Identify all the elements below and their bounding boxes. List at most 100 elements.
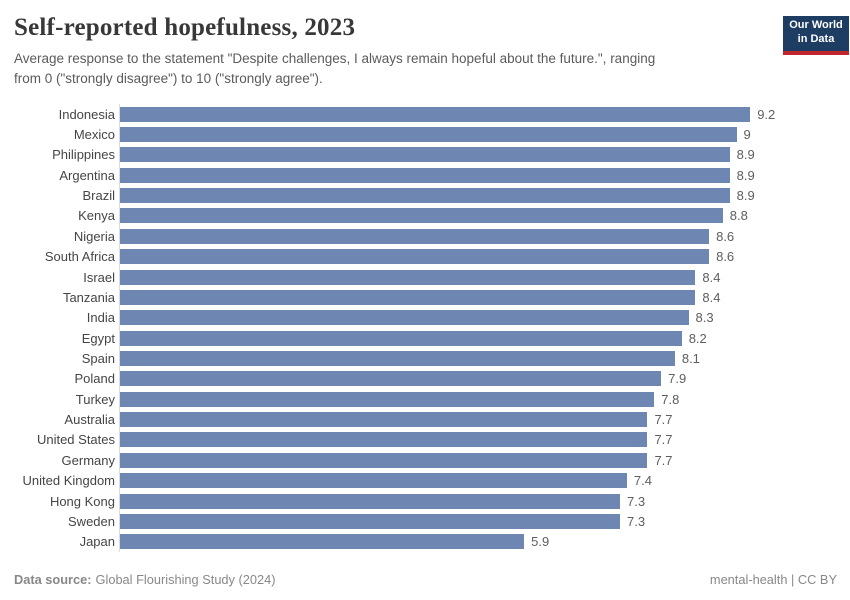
- bar-track: 7.3: [119, 511, 850, 532]
- chart-row: Brazil 8.9: [0, 185, 850, 206]
- bar[interactable]: [120, 452, 648, 468]
- chart-row: Germany 7.7: [0, 450, 850, 471]
- bar[interactable]: [120, 106, 751, 122]
- value-label: 5.9: [531, 534, 550, 550]
- value-label: 8.1: [681, 350, 700, 366]
- country-label[interactable]: Egypt: [81, 330, 115, 346]
- bar[interactable]: [120, 513, 621, 529]
- country-label[interactable]: Sweden: [68, 513, 115, 529]
- value-label: 9.2: [757, 106, 776, 122]
- bar[interactable]: [120, 412, 648, 428]
- chart-row: Hong Kong 7.3: [0, 490, 850, 512]
- bar[interactable]: [120, 269, 696, 285]
- value-label: 7.7: [654, 412, 673, 428]
- chart-row: India 8.3: [0, 307, 850, 328]
- bar-track: 8.6: [119, 226, 850, 247]
- bar-track: 8.4: [119, 266, 850, 288]
- chart-row: Philippines 8.9: [0, 144, 850, 166]
- owid-logo-line-2: in Data: [797, 32, 835, 45]
- country-label[interactable]: Philippines: [52, 147, 115, 163]
- bar[interactable]: [120, 289, 696, 305]
- chart-row: Poland 7.9: [0, 368, 850, 390]
- chart-row: United Kingdom 7.4: [0, 470, 850, 491]
- bar-track: 5.9: [119, 531, 850, 552]
- value-label: 9: [743, 127, 751, 143]
- chart-row: Argentina 8.9: [0, 165, 850, 186]
- value-label: 8.3: [695, 310, 714, 326]
- value-label: 8.8: [729, 208, 748, 224]
- bar[interactable]: [120, 167, 730, 183]
- bar-track: 7.9: [119, 368, 850, 390]
- bar-track: 8.3: [119, 307, 850, 328]
- country-label[interactable]: Spain: [81, 350, 115, 366]
- bar[interactable]: [120, 249, 710, 265]
- bar-track: 8.8: [119, 205, 850, 227]
- chart-row: United States 7.7: [0, 429, 850, 451]
- value-label: 8.6: [716, 228, 735, 244]
- value-label: 7.3: [627, 513, 646, 529]
- bar[interactable]: [120, 330, 682, 346]
- value-label: 8.9: [736, 188, 755, 204]
- bar[interactable]: [120, 208, 723, 224]
- bar[interactable]: [120, 473, 627, 489]
- chart-row: Egypt 8.2: [0, 327, 850, 349]
- country-label[interactable]: Nigeria: [73, 228, 115, 244]
- data-source: Data source: Global Flourishing Study (20…: [14, 572, 276, 587]
- chart-row: Turkey 7.8: [0, 389, 850, 410]
- country-label[interactable]: South Africa: [44, 249, 115, 265]
- chart-subtitle: Average response to the statement "Despi…: [14, 49, 744, 90]
- chart-header: Self-reported hopefulness, 2023 Average …: [14, 0, 836, 90]
- country-label[interactable]: United Kingdom: [22, 473, 116, 489]
- license-link[interactable]: mental-health | CC BY: [709, 572, 837, 587]
- country-label[interactable]: Kenya: [78, 208, 115, 224]
- bar[interactable]: [120, 147, 730, 163]
- country-label[interactable]: Indonesia: [58, 106, 115, 122]
- chart-row: Kenya 8.8: [0, 205, 850, 227]
- value-label: 7.4: [633, 473, 652, 489]
- chart-row: Spain 8.1: [0, 348, 850, 369]
- bar[interactable]: [120, 310, 689, 326]
- country-label[interactable]: United States: [36, 432, 115, 448]
- bar[interactable]: [120, 432, 648, 448]
- chart-row: Mexico 9: [0, 124, 850, 145]
- chart-row: Australia 7.7: [0, 409, 850, 430]
- bar[interactable]: [120, 188, 730, 204]
- bar[interactable]: [120, 391, 655, 407]
- owid-logo[interactable]: Our World in Data: [783, 16, 849, 55]
- bar[interactable]: [120, 350, 675, 366]
- country-label[interactable]: Turkey: [75, 391, 115, 407]
- bar-track: 9.2: [119, 104, 850, 125]
- value-label: 8.4: [702, 269, 721, 285]
- value-label: 7.3: [627, 493, 646, 509]
- bar-track: 8.9: [119, 185, 850, 206]
- subtitle-line-2: from 0 ("strongly disagree") to 10 ("str…: [14, 71, 323, 87]
- country-label[interactable]: Israel: [83, 269, 115, 285]
- value-label: 8.9: [736, 147, 755, 163]
- bar[interactable]: [120, 127, 737, 143]
- country-label[interactable]: Germany: [61, 452, 115, 468]
- country-label[interactable]: Mexico: [73, 127, 115, 143]
- country-label[interactable]: Australia: [64, 412, 115, 428]
- bar[interactable]: [120, 534, 525, 550]
- page-title: Self-reported hopefulness, 2023: [14, 14, 356, 41]
- country-label[interactable]: Poland: [74, 371, 115, 387]
- data-source-label: Data source:: [14, 572, 92, 587]
- value-label: 8.4: [702, 289, 721, 305]
- country-label[interactable]: Argentina: [59, 167, 115, 183]
- bar-track: 7.4: [119, 470, 850, 491]
- bar[interactable]: [120, 228, 710, 244]
- country-label[interactable]: Brazil: [82, 188, 115, 204]
- value-label: 7.7: [654, 432, 673, 448]
- country-label[interactable]: Japan: [79, 534, 115, 550]
- bar-track: 8.9: [119, 165, 850, 186]
- chart-row: Israel 8.4: [0, 266, 850, 288]
- value-label: 8.9: [736, 167, 755, 183]
- country-label[interactable]: Tanzania: [62, 289, 115, 305]
- value-label: 7.8: [661, 391, 680, 407]
- data-source-value: Global Flourishing Study (2024): [95, 572, 276, 587]
- bar[interactable]: [120, 371, 662, 387]
- country-label[interactable]: Hong Kong: [49, 493, 115, 509]
- country-label[interactable]: India: [86, 310, 115, 326]
- bar-track: 7.7: [119, 429, 850, 451]
- bar[interactable]: [120, 493, 621, 509]
